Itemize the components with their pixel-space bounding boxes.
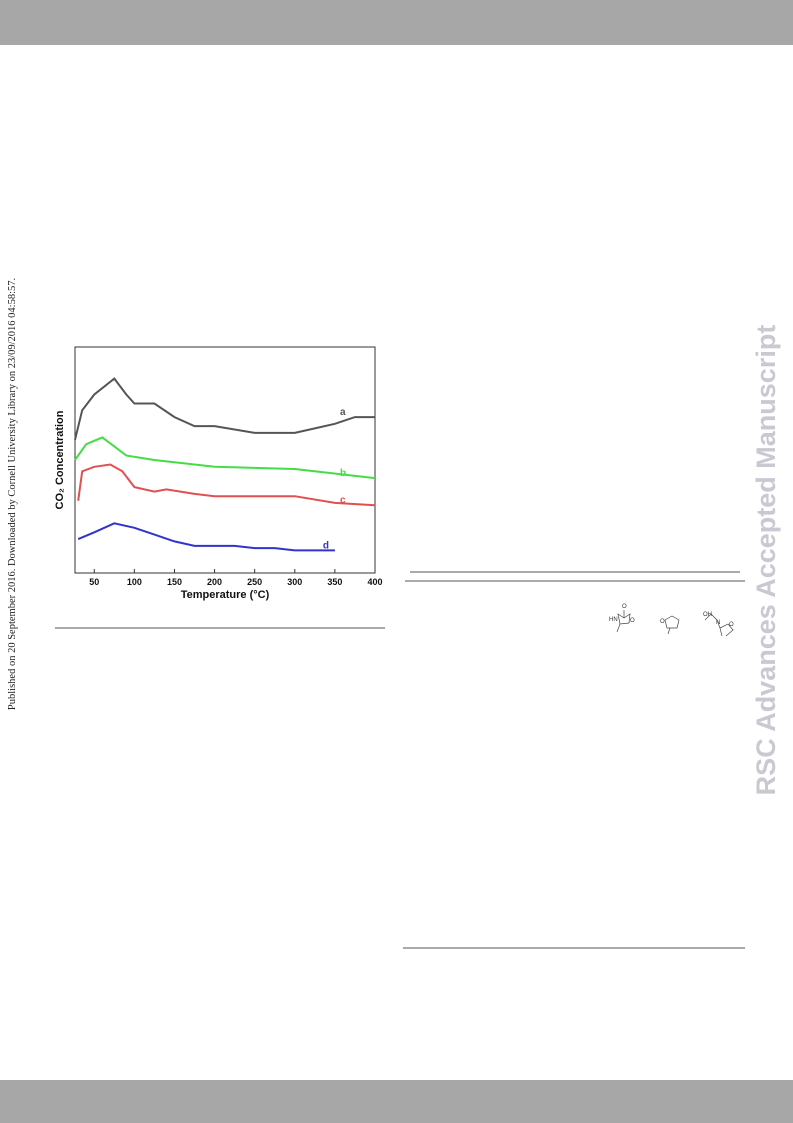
plot-frame (74, 346, 376, 574)
x-tick-label: 400 (367, 577, 382, 587)
y-axis-title: CO₂ Concentration (54, 410, 66, 509)
watermark: RSC Advances Accepted Manuscript (751, 325, 781, 796)
x-tick-label: 200 (207, 577, 222, 587)
x-tick-label: 250 (247, 577, 262, 587)
series-line (77, 522, 335, 552)
header-bar (0, 0, 793, 45)
chem-label: O (630, 618, 635, 624)
series-line (74, 377, 375, 440)
chem-label: O (660, 619, 665, 625)
series-line (74, 436, 376, 480)
series-line (77, 463, 376, 507)
x-tick-label: 150 (167, 577, 182, 587)
chem-label: OH (703, 612, 712, 618)
series-label: d (323, 540, 329, 551)
x-axis-title: Temperature (°C) (181, 589, 270, 601)
series-label: a (340, 407, 346, 418)
x-tick-label: 350 (327, 577, 342, 587)
structures (616, 610, 734, 637)
x-tick-label: 100 (127, 577, 142, 587)
footer-bar (0, 1080, 793, 1123)
chem-label: HN (609, 617, 618, 623)
sidebar-note: Published on 20 September 2016. Download… (7, 278, 18, 710)
chem-label: O (729, 622, 734, 628)
chem-label: O (622, 604, 627, 610)
series-label: c (340, 495, 346, 506)
x-tick-label: 300 (287, 577, 302, 587)
x-tick-label: 50 (89, 577, 99, 587)
series-label: b (340, 468, 346, 479)
chem-label: N (716, 620, 720, 626)
